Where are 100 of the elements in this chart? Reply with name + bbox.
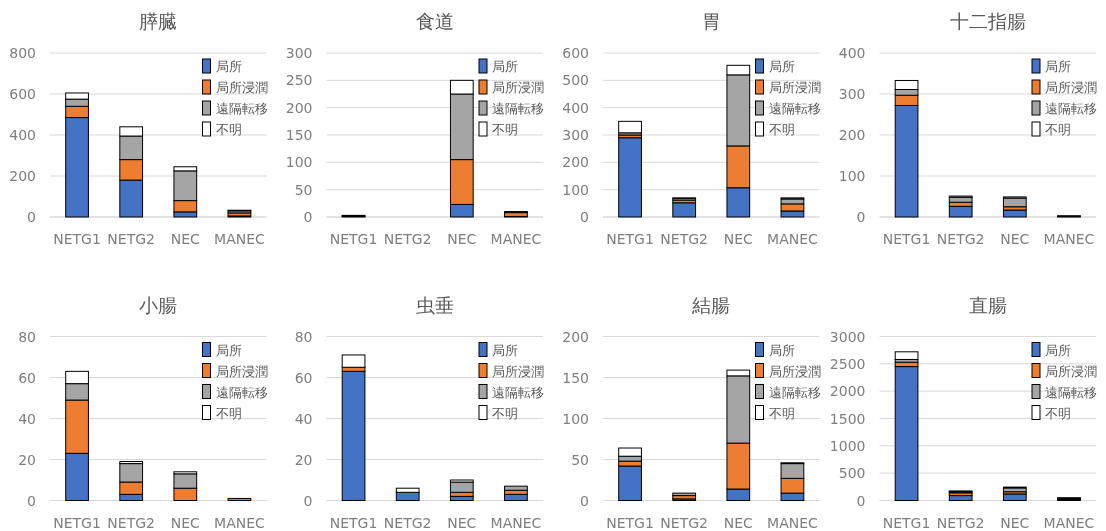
x-tick-label: NETG2	[107, 231, 156, 247]
y-tick-label: 50	[294, 181, 313, 198]
y-tick-label: 0	[27, 209, 36, 225]
y-tick-label: 0	[856, 492, 866, 509]
y-tick-label: 2500	[829, 355, 866, 372]
y-tick-label: 400	[9, 127, 36, 143]
chart-title: 直腸	[968, 293, 1007, 316]
x-tick-label: MANEC	[1043, 231, 1095, 247]
x-tick-label: MANEC	[1043, 514, 1095, 531]
legend-label: 局所浸潤	[215, 363, 268, 379]
x-tick-label: NEC	[170, 231, 201, 247]
chart-title: 虫垂	[415, 293, 454, 316]
y-tick-label: 1000	[829, 437, 866, 454]
legend-label: 遠隔転移	[492, 384, 544, 400]
y-tick-label: 200	[838, 127, 866, 143]
y-tick-label: 300	[285, 45, 313, 61]
legend-label: 不明	[768, 122, 795, 137]
x-tick-label: NEC	[723, 514, 754, 531]
x-tick-label: NETG1	[882, 514, 931, 531]
x-tick-label: MANEC	[767, 231, 819, 247]
y-tick-label: 0	[856, 209, 866, 225]
y-tick-label: 1500	[829, 410, 866, 427]
y-tick-label: 80	[294, 328, 313, 345]
y-tick-label: 150	[562, 369, 589, 386]
legend-label: 局所	[1045, 59, 1071, 74]
x-tick-label: NEC	[447, 231, 477, 247]
y-tick-label: 300	[838, 86, 866, 102]
y-tick-label: 60	[294, 369, 313, 386]
legend-label: 局所浸潤	[768, 80, 821, 95]
y-tick-label: 200	[9, 168, 36, 184]
chart-title: 膵臓	[139, 10, 178, 32]
y-tick-label: 400	[562, 99, 589, 116]
x-tick-label: MANEC	[767, 514, 819, 531]
chart-title: 結腸	[691, 293, 731, 316]
y-tick-label: 200	[562, 154, 589, 171]
x-tick-label: MANEC	[490, 231, 542, 247]
legend-label: 局所	[215, 59, 242, 74]
legend-label: 不明	[215, 405, 242, 421]
y-tick-label: 500	[838, 465, 866, 482]
x-tick-label: NETG2	[660, 231, 709, 247]
y-tick-label: 0	[27, 492, 36, 509]
y-tick-label: 2000	[829, 383, 866, 400]
x-tick-label: NEC	[170, 514, 201, 531]
y-tick-label: 600	[562, 45, 589, 61]
x-tick-label: NETG1	[53, 231, 101, 247]
legend-label: 局所浸潤	[492, 80, 544, 95]
y-tick-label: 500	[562, 72, 589, 89]
x-tick-label: NEC	[447, 514, 477, 531]
y-tick-label: 200	[562, 328, 589, 345]
y-tick-label: 100	[285, 154, 313, 171]
legend-label: 局所	[1045, 342, 1071, 358]
y-tick-label: 60	[18, 369, 36, 386]
x-tick-label: NETG2	[936, 231, 985, 247]
x-tick-label: NETG2	[383, 514, 432, 531]
x-tick-label: NETG2	[383, 231, 432, 247]
legend-label: 局所浸潤	[215, 80, 268, 95]
x-tick-label: NETG1	[882, 231, 931, 247]
y-tick-label: 100	[562, 181, 589, 198]
y-tick-label: 0	[303, 492, 313, 509]
x-tick-label: NETG1	[53, 514, 101, 531]
x-tick-label: NETG2	[936, 514, 985, 531]
legend-label: 遠隔転移	[768, 384, 821, 400]
x-tick-label: NEC	[1000, 231, 1030, 247]
y-tick-label: 200	[285, 99, 313, 116]
legend-label: 局所	[492, 59, 518, 74]
y-tick-label: 150	[285, 127, 313, 143]
y-tick-label: 50	[571, 451, 589, 468]
x-tick-label: NETG1	[329, 231, 378, 247]
chart-title: 十二指腸	[949, 10, 1026, 32]
y-tick-label: 40	[18, 410, 36, 427]
y-tick-label: 250	[285, 72, 313, 89]
y-tick-label: 40	[294, 410, 313, 427]
y-tick-label: 600	[9, 86, 36, 102]
x-tick-label: NETG1	[329, 514, 378, 531]
x-tick-label: NETG1	[606, 514, 654, 531]
x-tick-label: NEC	[1000, 514, 1030, 531]
y-tick-label: 20	[18, 451, 36, 468]
y-tick-label: 300	[562, 127, 589, 143]
legend-label: 不明	[215, 122, 242, 137]
legend-label: 局所	[492, 342, 518, 358]
legend-label: 不明	[1045, 405, 1071, 421]
legend-label: 遠隔転移	[768, 101, 821, 116]
legend-label: 不明	[492, 122, 518, 137]
x-tick-label: NETG2	[107, 514, 156, 531]
legend-label: 局所浸潤	[1045, 363, 1097, 379]
y-tick-label: 3000	[829, 328, 866, 345]
y-tick-label: 0	[580, 492, 589, 509]
chart-title: 小腸	[139, 293, 178, 316]
x-tick-label: NETG1	[606, 231, 654, 247]
y-tick-label: 800	[9, 45, 36, 61]
y-tick-label: 80	[18, 328, 36, 345]
legend-label: 不明	[492, 405, 518, 421]
x-tick-label: MANEC	[214, 231, 266, 247]
legend-label: 遠隔転移	[215, 384, 268, 400]
legend-label: 局所浸潤	[768, 363, 821, 379]
legend-label: 局所浸潤	[492, 363, 544, 379]
y-tick-label: 100	[838, 168, 866, 184]
x-tick-label: MANEC	[214, 514, 266, 531]
y-tick-label: 20	[294, 451, 313, 468]
legend-label: 遠隔転移	[1045, 101, 1097, 116]
